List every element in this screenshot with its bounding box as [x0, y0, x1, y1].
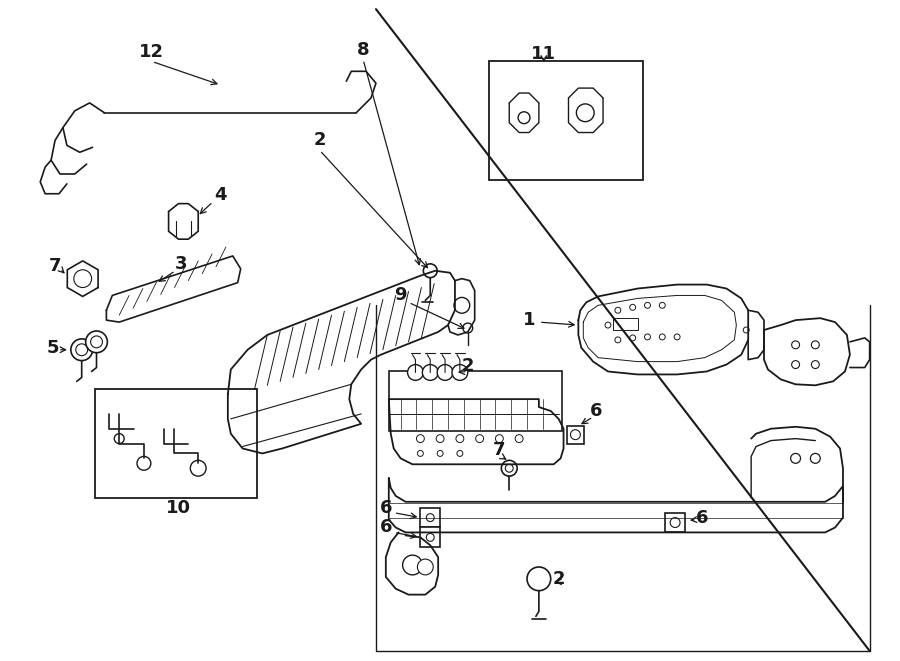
Text: 7: 7	[49, 257, 61, 275]
Text: 7: 7	[493, 442, 506, 459]
Circle shape	[190, 460, 206, 476]
Bar	[420, 527, 440, 547]
Circle shape	[660, 302, 665, 308]
Circle shape	[792, 361, 799, 369]
Circle shape	[408, 365, 423, 380]
Text: 10: 10	[166, 499, 191, 517]
Circle shape	[501, 460, 518, 476]
Text: 6: 6	[380, 518, 392, 537]
Circle shape	[402, 555, 422, 575]
Bar	[420, 508, 440, 527]
Circle shape	[91, 336, 103, 348]
Circle shape	[615, 337, 621, 343]
Circle shape	[417, 435, 424, 443]
Circle shape	[423, 264, 437, 278]
Bar	[94, 389, 257, 498]
Circle shape	[615, 307, 621, 313]
Text: 3: 3	[176, 255, 188, 273]
Text: 4: 4	[215, 186, 227, 204]
Text: 2: 2	[462, 356, 474, 375]
Circle shape	[71, 339, 93, 361]
Circle shape	[605, 322, 611, 328]
Circle shape	[674, 334, 680, 340]
Text: 6: 6	[380, 499, 392, 517]
Circle shape	[670, 518, 680, 527]
Circle shape	[792, 341, 799, 349]
Text: 5: 5	[47, 339, 59, 357]
Circle shape	[437, 365, 453, 380]
Bar	[490, 61, 643, 180]
Bar	[613, 318, 637, 330]
Circle shape	[137, 456, 151, 470]
Circle shape	[74, 270, 92, 288]
Circle shape	[743, 327, 749, 333]
Circle shape	[515, 435, 523, 443]
Circle shape	[810, 453, 820, 463]
Circle shape	[812, 341, 819, 349]
Text: 8: 8	[356, 40, 369, 59]
Circle shape	[463, 323, 473, 333]
Circle shape	[495, 435, 503, 443]
Circle shape	[518, 112, 530, 124]
Text: 11: 11	[531, 44, 556, 63]
Circle shape	[427, 514, 434, 522]
Circle shape	[454, 297, 470, 313]
Circle shape	[660, 334, 665, 340]
Circle shape	[644, 334, 651, 340]
Bar	[389, 371, 562, 431]
Circle shape	[437, 450, 443, 456]
Text: 2: 2	[553, 570, 565, 588]
Circle shape	[436, 435, 444, 443]
Circle shape	[791, 453, 800, 463]
Bar	[665, 513, 685, 532]
Circle shape	[86, 331, 107, 353]
Circle shape	[576, 104, 594, 122]
Text: 12: 12	[140, 42, 165, 61]
Circle shape	[422, 365, 438, 380]
Text: 9: 9	[394, 286, 407, 305]
Text: 6: 6	[696, 508, 708, 527]
Bar	[566, 426, 584, 444]
Circle shape	[114, 434, 124, 444]
Circle shape	[527, 567, 551, 591]
Text: 2: 2	[313, 132, 326, 149]
Circle shape	[418, 450, 423, 456]
Circle shape	[457, 450, 463, 456]
Text: 1: 1	[523, 311, 536, 329]
Circle shape	[76, 344, 87, 356]
Circle shape	[571, 430, 580, 440]
Circle shape	[418, 559, 433, 575]
Circle shape	[812, 361, 819, 369]
Text: 6: 6	[590, 402, 602, 420]
Circle shape	[452, 365, 468, 380]
Circle shape	[505, 464, 513, 472]
Circle shape	[476, 435, 483, 443]
Circle shape	[630, 335, 635, 341]
Circle shape	[630, 304, 635, 310]
Circle shape	[644, 302, 651, 308]
Circle shape	[456, 435, 464, 443]
Circle shape	[427, 533, 434, 541]
